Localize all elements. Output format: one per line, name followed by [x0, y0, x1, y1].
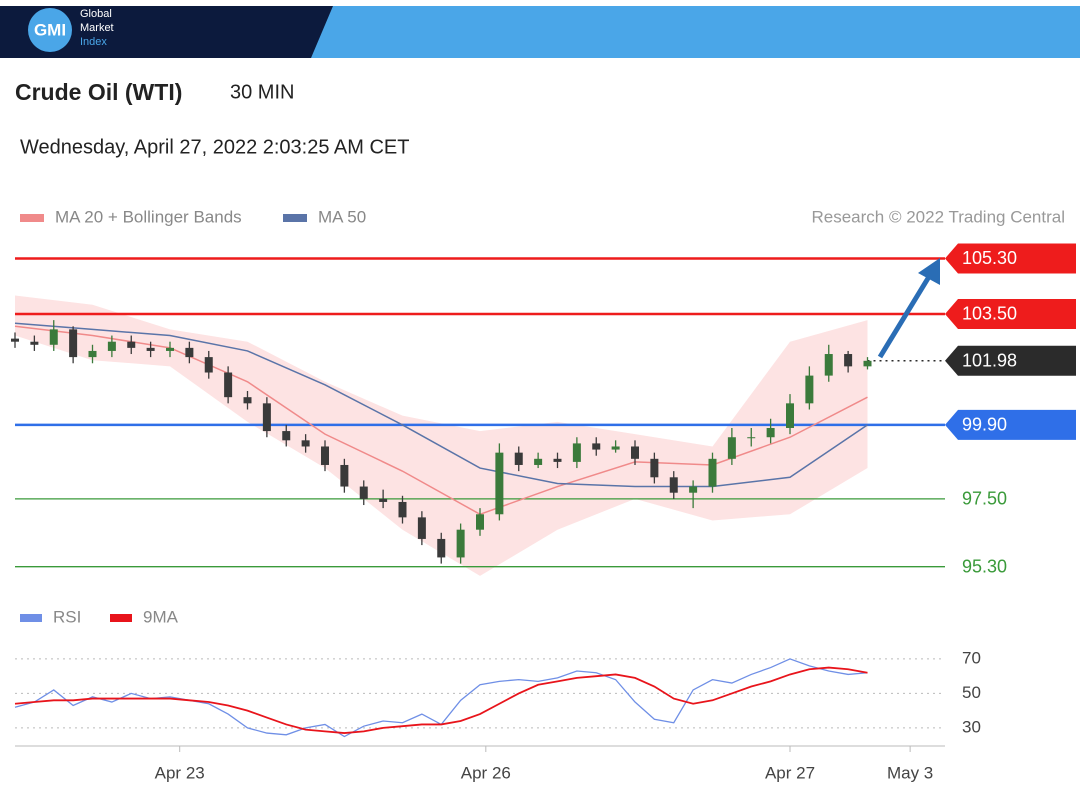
legend-swatch: [20, 214, 44, 222]
y-tick-label: 30: [962, 717, 981, 736]
x-tick-label: Apr 26: [461, 763, 511, 782]
candle-body: [11, 338, 19, 342]
level-label: 103.50: [962, 304, 1017, 324]
candle-body: [805, 375, 814, 404]
level-tag: [945, 345, 1076, 376]
legend-label: 9MA: [143, 607, 179, 626]
level-label: 95.30: [962, 556, 1007, 576]
level-tag: [945, 409, 1076, 440]
rsi-chart: RSI 9MA 30 50 70 Apr 23 Apr 26 Apr 27 May 3: [14, 607, 981, 782]
candle-body: [340, 464, 349, 487]
candle-body: [301, 440, 310, 447]
y-tick-label: 70: [962, 648, 981, 667]
legend-swatch: [110, 614, 132, 622]
candle-body: [166, 347, 174, 351]
candle-body: [321, 446, 329, 465]
candle-body: [30, 341, 39, 345]
candle-body: [282, 431, 291, 441]
candle-body: [514, 452, 523, 465]
candle-body: [262, 403, 271, 432]
instrument-title: Crude Oil (WTI): [15, 79, 182, 105]
level-tag: [945, 243, 1076, 274]
candle-body: [379, 498, 388, 502]
candle-body: [185, 347, 194, 358]
candle-body: [146, 347, 155, 351]
y-tick-label: 50: [962, 683, 981, 702]
x-tick-label: Apr 27: [765, 763, 815, 782]
candle-body: [243, 397, 252, 404]
timestamp: Wednesday, April 27, 2022 2:03:25 AM CET: [20, 136, 410, 158]
candle-body: [127, 341, 136, 348]
candle-body: [534, 458, 543, 465]
legend-swatch: [283, 214, 307, 222]
candle-body: [863, 360, 872, 367]
candle-body: [650, 458, 659, 478]
candle-body: [107, 341, 116, 351]
candle-body: [49, 329, 58, 345]
brand-line: Market: [80, 22, 114, 34]
brand-line: Index: [80, 36, 107, 48]
candle-body: [631, 446, 639, 459]
moving-average: [14, 322, 868, 488]
candle-body: [708, 458, 717, 487]
legend-label: MA 20 + Bollinger Bands: [55, 207, 242, 226]
logo-circle[interactable]: [28, 8, 72, 52]
legend-swatch: [20, 614, 42, 622]
candle-body: [592, 443, 601, 450]
candle-body: [786, 403, 794, 428]
candle-body: [495, 452, 504, 515]
rsi-line: [14, 666, 868, 734]
level-label: 101.98: [962, 351, 1017, 371]
candle-body: [553, 458, 562, 462]
candle-body: [417, 517, 426, 539]
x-tick-label: Apr 23: [155, 763, 205, 782]
brand-line: Global: [80, 8, 112, 20]
moving-average: [14, 325, 868, 516]
level-label: 99.90: [962, 415, 1007, 435]
candle-body: [456, 529, 465, 558]
candle-body: [398, 501, 407, 518]
candle-body: [476, 514, 484, 530]
level-label: 105.30: [962, 248, 1017, 268]
level-label: 97.50: [962, 489, 1007, 509]
bollinger-band: [15, 295, 868, 576]
candle-body: [727, 437, 736, 459]
level-tag: [945, 298, 1076, 329]
target-arrow: [877, 273, 933, 359]
candle-body: [766, 427, 775, 438]
candle-body: [689, 486, 698, 493]
candle-body: [359, 486, 368, 499]
price-chart: MA 20 + Bollinger Bands MA 50 105.30 103.50…: [11, 207, 1076, 576]
candle-body: [824, 354, 833, 376]
candle-body: [224, 372, 233, 398]
candle-body: [572, 443, 581, 462]
candle-body: [69, 329, 78, 358]
candle-body: [669, 477, 678, 493]
header-logo-area: [0, 6, 333, 58]
legend-label: MA 50: [318, 207, 366, 226]
source-note: Research © 2022 Trading Central: [812, 207, 1066, 226]
candle-body: [437, 538, 446, 558]
candle-body: [88, 350, 97, 358]
candle-body: [611, 446, 620, 450]
legend-label: RSI: [53, 607, 81, 626]
candle-body: [204, 357, 213, 373]
x-tick-label: May 3: [887, 763, 933, 782]
candle-body: [844, 354, 853, 367]
interval: 30 MIN: [230, 81, 294, 103]
logo[interactable]: GMI: [34, 20, 66, 39]
candle-body: [747, 437, 756, 439]
arrow-head: [918, 258, 940, 285]
